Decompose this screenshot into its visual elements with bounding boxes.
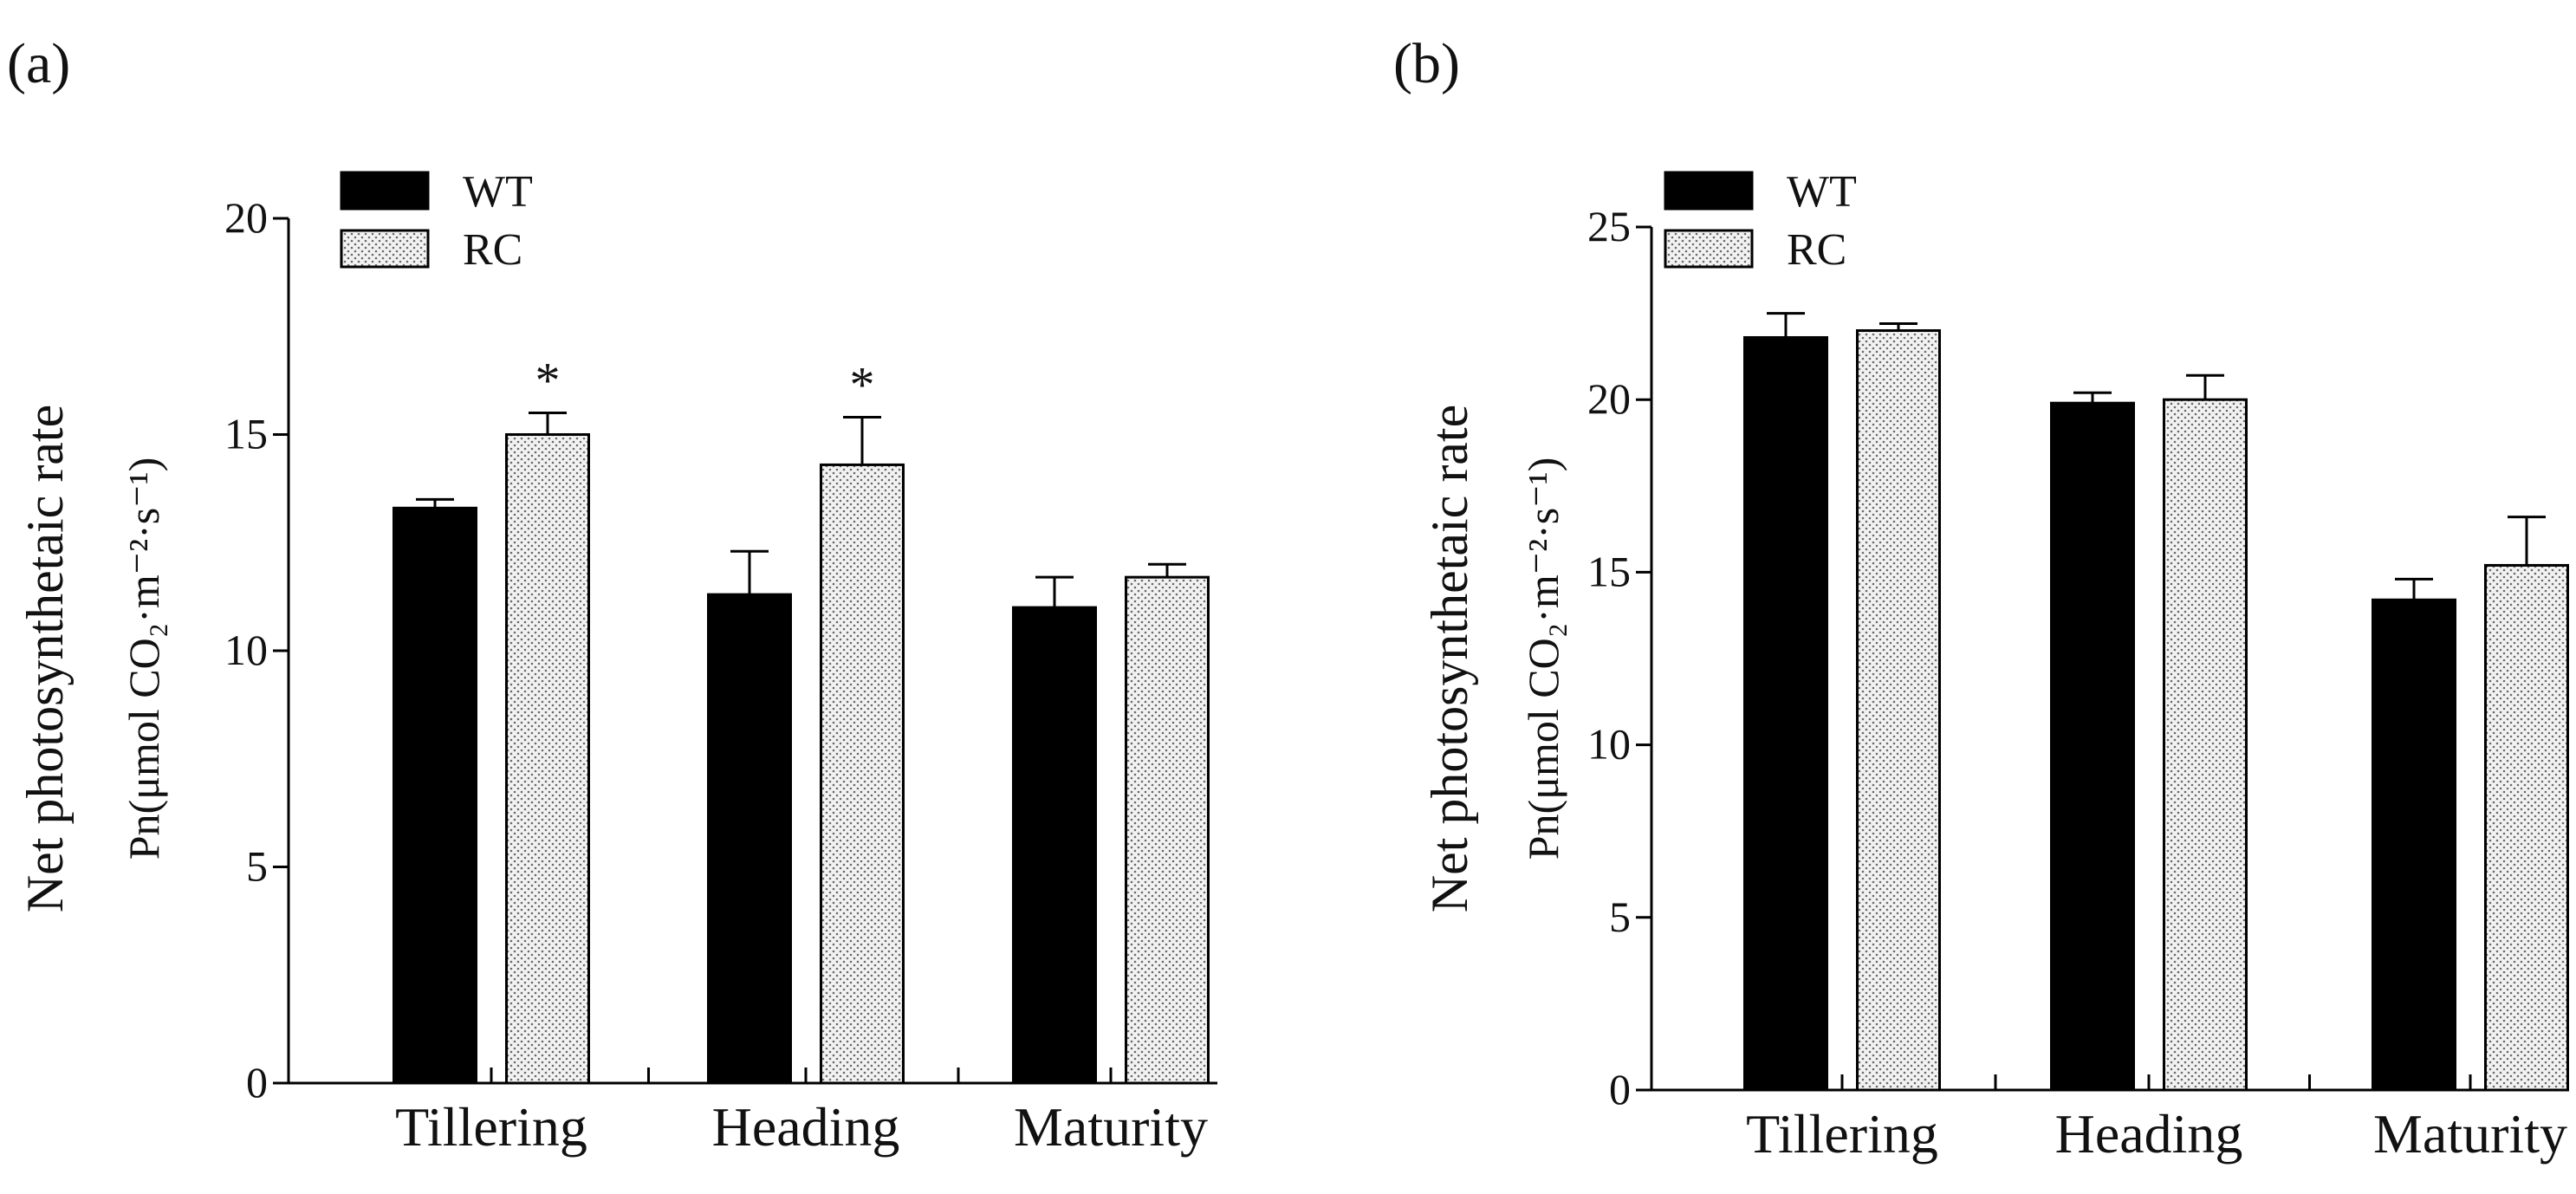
y-axis-label: Net photosynthetaic rate (1421, 405, 1478, 912)
rc-bar-tillering (505, 433, 590, 1085)
wt-bar-heading (2050, 401, 2135, 1092)
rc-bar-heading (820, 463, 905, 1085)
legend-swatch-rc (340, 229, 430, 269)
legend-swatch-rc (1664, 229, 1754, 269)
legend-label-wt: WT (1787, 167, 1857, 217)
panel-b-chart: (b) 0 5 10 15 20 25 Tillering Heading Maturity WT R… (1393, 32, 2569, 1165)
wt-bar-tillering (393, 506, 477, 1085)
y-tick-label: 5 (1609, 892, 1631, 941)
rc-bar-maturity (1125, 575, 1210, 1085)
panel-label: (a) (7, 32, 70, 95)
legend-label-rc: RC (1787, 225, 1846, 275)
y-tick-label: 20 (224, 193, 268, 242)
y-axis-label: Net photosynthetaic rate (16, 405, 74, 912)
wt-bar-tillering (1743, 335, 1828, 1092)
legend-label-rc: RC (463, 225, 522, 275)
panel-label: (b) (1393, 32, 1460, 95)
y-tick-label: 0 (246, 1058, 268, 1106)
y-tick-label: 20 (1587, 374, 1631, 423)
y-axis-unit-label: Pn(μmol CO₂·m⁻²·s⁻¹) (120, 457, 168, 860)
significance-marker: * (850, 357, 875, 413)
legend-swatch-wt (1664, 171, 1754, 211)
x-category-label: Maturity (1014, 1096, 1208, 1158)
y-tick-label: 5 (246, 842, 268, 891)
legend-label-wt: WT (463, 167, 533, 217)
wt-bar-heading (707, 593, 792, 1085)
rc-bar-heading (2163, 398, 2248, 1092)
y-tick-label: 10 (1587, 720, 1631, 769)
y-tick-label: 0 (1609, 1065, 1631, 1113)
y-tick-label: 10 (224, 626, 268, 674)
wt-bar-maturity (2372, 598, 2456, 1092)
x-category-label: Tillering (395, 1096, 587, 1158)
y-tick-label: 15 (1587, 547, 1631, 595)
legend-swatch-wt (340, 171, 430, 211)
significance-marker: * (535, 353, 561, 409)
panel-a-chart: (a) 0 5 10 15 20 * Tillering * Heading Maturity WT R… (7, 32, 1217, 1158)
x-category-label: Maturity (2373, 1103, 2567, 1165)
x-category-label: Heading (712, 1096, 900, 1158)
rc-bar-maturity (2484, 563, 2569, 1092)
y-tick-label: 25 (1587, 202, 1631, 250)
y-tick-label: 15 (224, 410, 268, 458)
wt-bar-maturity (1012, 606, 1097, 1085)
x-category-label: Heading (2055, 1103, 2243, 1165)
rc-bar-tillering (1856, 329, 1941, 1092)
y-axis-unit-label: Pn(μmol CO₂·m⁻²·s⁻¹) (1519, 457, 1567, 860)
x-category-label: Tillering (1746, 1103, 1938, 1165)
